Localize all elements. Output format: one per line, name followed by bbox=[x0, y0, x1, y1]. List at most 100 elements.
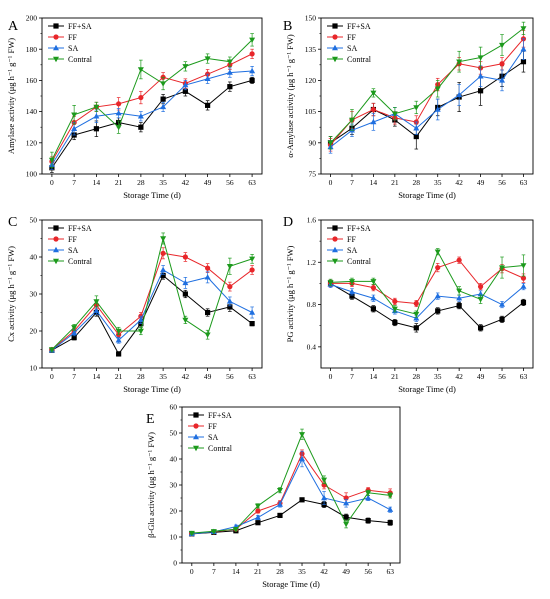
y-tick-label: 90 bbox=[309, 138, 317, 147]
data-point bbox=[387, 506, 394, 512]
data-point bbox=[115, 125, 122, 131]
data-point bbox=[249, 309, 256, 315]
y-axis-label: α-Amylase activity (μg h⁻¹ g⁻¹ FW) bbox=[285, 34, 295, 158]
data-point bbox=[276, 488, 283, 494]
data-point bbox=[93, 299, 100, 305]
data-point bbox=[254, 514, 261, 520]
data-point bbox=[160, 266, 167, 273]
series-contral bbox=[327, 248, 527, 318]
data-point bbox=[249, 256, 256, 263]
legend-marker bbox=[332, 225, 338, 231]
data-point bbox=[387, 493, 394, 499]
data-point bbox=[71, 325, 78, 331]
series-line bbox=[191, 457, 391, 535]
data-point bbox=[477, 325, 484, 331]
data-point bbox=[249, 67, 256, 74]
legend-marker bbox=[193, 433, 199, 440]
data-point bbox=[254, 503, 261, 509]
x-tick-label: 14 bbox=[93, 178, 101, 187]
data-point bbox=[499, 77, 506, 83]
data-point bbox=[392, 319, 398, 326]
series-ff-sa bbox=[327, 279, 527, 333]
data-point bbox=[477, 297, 484, 303]
x-tick-label: 14 bbox=[370, 372, 378, 381]
data-point bbox=[299, 432, 306, 438]
legend: FF+SA FF SA Contral bbox=[48, 224, 93, 266]
y-axis-label: Amylase activity (μg h⁻¹ g⁻¹ FW) bbox=[6, 38, 16, 154]
legend-marker bbox=[193, 423, 199, 429]
x-tick-label: 14 bbox=[232, 567, 240, 576]
x-tick-label: 56 bbox=[226, 178, 234, 187]
x-tick-label: 63 bbox=[386, 567, 394, 576]
plot-frame bbox=[320, 219, 534, 369]
x-axis-label: Storage Time (d) bbox=[123, 384, 181, 394]
chart-panel-d: D 0.4 0.8 1.2 1.6 0 7 14 21 28 35 42 49 56 63 Storage T… bbox=[283, 215, 534, 394]
y-tick-label: 180 bbox=[26, 45, 38, 54]
y-tick-label: 200 bbox=[26, 14, 38, 23]
series-line bbox=[330, 284, 524, 319]
series-line bbox=[191, 499, 391, 535]
y-tick-label: 30 bbox=[30, 290, 38, 299]
data-point bbox=[349, 293, 355, 299]
data-point bbox=[520, 299, 527, 306]
data-point bbox=[392, 298, 398, 304]
data-point bbox=[93, 104, 100, 111]
data-point bbox=[321, 494, 328, 501]
legend-marker bbox=[53, 56, 59, 63]
data-point bbox=[370, 106, 377, 113]
x-tick-label: 42 bbox=[182, 178, 190, 187]
x-tick-label: 35 bbox=[159, 178, 167, 187]
x-tick-label: 28 bbox=[137, 372, 145, 381]
legend-marker bbox=[53, 34, 59, 40]
legend-label: FF bbox=[68, 235, 77, 244]
data-point bbox=[227, 84, 233, 90]
data-point bbox=[343, 521, 350, 528]
legend-marker bbox=[53, 236, 59, 242]
x-tick-label: 28 bbox=[413, 178, 421, 187]
y-tick-label: 50 bbox=[170, 429, 178, 438]
chart-panel-a: A 100 120 140 160 180 200 0 7 14 21 28 35 42 49 56 63 Sto… bbox=[6, 14, 263, 200]
data-point bbox=[226, 69, 233, 75]
data-point bbox=[71, 335, 77, 341]
data-point bbox=[370, 285, 377, 291]
y-tick-label: 30 bbox=[170, 481, 178, 490]
series-line bbox=[51, 39, 253, 161]
x-tick-label: 49 bbox=[204, 372, 212, 381]
y-tick-label: 105 bbox=[305, 107, 317, 116]
x-tick-label: 63 bbox=[248, 178, 256, 187]
legend-label: FF bbox=[208, 422, 217, 431]
series-line bbox=[191, 452, 391, 535]
data-point bbox=[348, 117, 355, 124]
data-point bbox=[160, 250, 166, 256]
data-point bbox=[435, 308, 441, 314]
data-point bbox=[48, 157, 55, 164]
x-axis-label: Storage Time (d) bbox=[262, 579, 320, 589]
data-point bbox=[387, 520, 393, 526]
data-point bbox=[116, 351, 122, 357]
legend-label: SA bbox=[68, 44, 78, 53]
data-point bbox=[204, 56, 211, 62]
x-tick-label: 56 bbox=[498, 372, 506, 381]
data-point bbox=[138, 124, 144, 130]
x-tick-label: 49 bbox=[342, 567, 350, 576]
series-line bbox=[330, 48, 524, 148]
x-tick-label: 49 bbox=[477, 178, 485, 187]
x-tick-label: 35 bbox=[159, 372, 167, 381]
data-point bbox=[499, 316, 505, 322]
data-point bbox=[327, 140, 334, 146]
panel-letter: D bbox=[283, 215, 293, 230]
data-point bbox=[499, 42, 506, 49]
x-tick-label: 0 bbox=[190, 567, 194, 576]
panel-letter: C bbox=[8, 215, 17, 230]
x-tick-label: 28 bbox=[137, 178, 145, 187]
x-tick-label: 0 bbox=[50, 372, 54, 381]
data-point bbox=[182, 279, 189, 286]
legend-label: FF+SA bbox=[208, 411, 232, 420]
legend-marker bbox=[332, 258, 338, 265]
y-tick-label: 1.6 bbox=[307, 216, 317, 225]
data-point bbox=[255, 520, 261, 526]
data-point bbox=[456, 303, 462, 309]
y-tick-label: 0.8 bbox=[307, 300, 317, 309]
data-point bbox=[182, 254, 188, 260]
data-point bbox=[413, 105, 420, 111]
